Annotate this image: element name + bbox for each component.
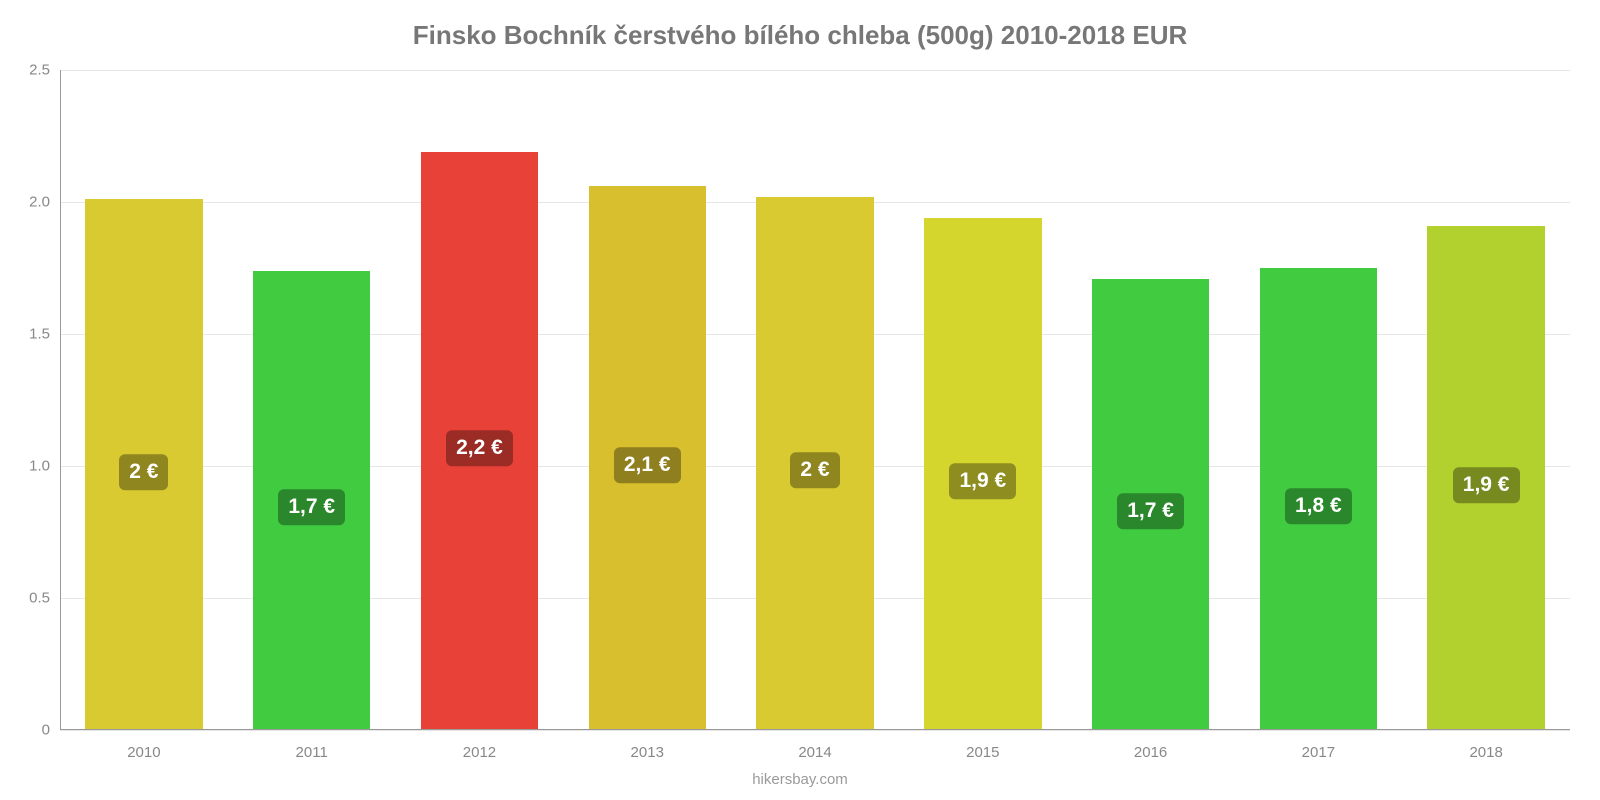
bar-value-label: 2 € <box>119 454 168 490</box>
bar: 2,2 € <box>421 152 538 730</box>
bar-value-label: 2 € <box>790 453 839 489</box>
bar: 2 € <box>85 199 202 730</box>
bar-slot: 1,8 €2017 <box>1234 70 1402 730</box>
x-tick-label: 2018 <box>1469 730 1502 761</box>
chart-title: Finsko Bochník čerstvého bílého chleba (… <box>0 0 1600 51</box>
x-tick-label: 2013 <box>631 730 664 761</box>
plot-area: 00.51.01.52.02.5 2 €20101,7 €20112,2 €20… <box>60 70 1570 730</box>
x-axis-line <box>60 729 1570 730</box>
bar-slot: 2,2 €2012 <box>396 70 564 730</box>
bar-value-label: 1,8 € <box>1285 488 1352 524</box>
x-tick-label: 2017 <box>1302 730 1335 761</box>
x-tick-label: 2014 <box>798 730 831 761</box>
bar-chart: Finsko Bochník čerstvého bílého chleba (… <box>0 0 1600 800</box>
y-tick-label: 1.0 <box>29 458 60 475</box>
y-tick-label: 0.5 <box>29 590 60 607</box>
bar-slot: 1,7 €2016 <box>1067 70 1235 730</box>
bar-value-label: 1,9 € <box>949 463 1016 499</box>
y-tick-label: 1.5 <box>29 326 60 343</box>
bar-slot: 2,1 €2013 <box>563 70 731 730</box>
bar-value-label: 1,7 € <box>278 490 345 526</box>
y-axis-line <box>60 70 61 730</box>
bar: 2,1 € <box>589 186 706 730</box>
y-tick-label: 2.0 <box>29 194 60 211</box>
chart-footer: hikersbay.com <box>0 771 1600 788</box>
x-tick-label: 2015 <box>966 730 999 761</box>
y-tick-label: 2.5 <box>29 62 60 79</box>
y-tick-label: 0 <box>42 722 60 739</box>
bar-value-label: 1,7 € <box>1117 493 1184 529</box>
x-tick-label: 2016 <box>1134 730 1167 761</box>
bar: 1,7 € <box>253 271 370 730</box>
bar-slot: 2 €2014 <box>731 70 899 730</box>
bar-slot: 1,9 €2018 <box>1402 70 1570 730</box>
bar: 1,7 € <box>1092 279 1209 730</box>
bar: 1,9 € <box>1427 226 1544 730</box>
x-tick-label: 2010 <box>127 730 160 761</box>
x-tick-label: 2011 <box>296 730 328 761</box>
bar-value-label: 1,9 € <box>1453 467 1520 503</box>
bar-value-label: 2,1 € <box>614 447 681 483</box>
bar-slot: 1,7 €2011 <box>228 70 396 730</box>
bar-slot: 1,9 €2015 <box>899 70 1067 730</box>
bar: 1,8 € <box>1260 268 1377 730</box>
bar-slot: 2 €2010 <box>60 70 228 730</box>
bars-row: 2 €20101,7 €20112,2 €20122,1 €20132 €201… <box>60 70 1570 730</box>
bar-value-label: 2,2 € <box>446 430 513 466</box>
bar: 2 € <box>756 197 873 730</box>
bar: 1,9 € <box>924 218 1041 730</box>
x-tick-label: 2012 <box>463 730 496 761</box>
